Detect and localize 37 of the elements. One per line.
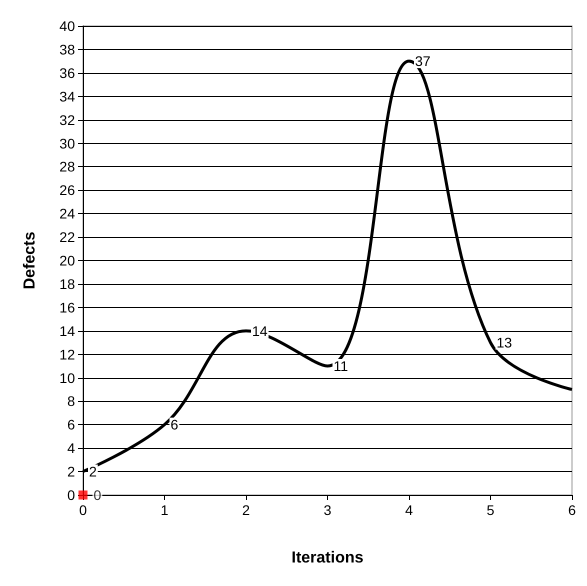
x-tick-label: 2 xyxy=(242,502,250,518)
data-label: 14 xyxy=(252,322,268,339)
data-label: 6 xyxy=(170,416,178,433)
y-tick-label: 10 xyxy=(59,370,76,386)
y-tick-label: 8 xyxy=(67,393,76,410)
data-label: 2 xyxy=(89,464,97,480)
y-axis-title: Defects xyxy=(22,232,38,290)
y-tick-label: 22 xyxy=(59,229,76,246)
x-tick-label: 0 xyxy=(79,502,88,518)
x-tick-label: 4 xyxy=(405,502,414,518)
x-axis-title: Iterations xyxy=(291,550,364,566)
y-tick-label: 14 xyxy=(59,322,76,339)
y-tick-label: 4 xyxy=(67,440,76,456)
x-tick-label: 5 xyxy=(486,502,495,518)
x-tick-label: 1 xyxy=(160,502,169,518)
data-label: 37 xyxy=(415,53,431,70)
y-tick-label: 12 xyxy=(59,346,76,362)
y-tick-label: 32 xyxy=(59,112,76,128)
y-tick-label: 28 xyxy=(59,158,76,175)
y-tick-label: 36 xyxy=(59,64,76,81)
y-tick-label: 2 xyxy=(67,464,76,480)
y-tick-label: 16 xyxy=(59,299,76,316)
y-tick-label: 34 xyxy=(59,88,76,104)
y-tick-label: 40 xyxy=(59,18,76,34)
y-tick-label: 18 xyxy=(59,276,76,292)
data-label: 0 xyxy=(94,487,102,503)
y-tick-label: 26 xyxy=(59,182,76,198)
data-label: 13 xyxy=(496,334,512,351)
y-tick-label: 20 xyxy=(59,252,76,268)
y-tick-label: 30 xyxy=(59,135,76,152)
y-tick-label: 38 xyxy=(59,41,76,58)
x-tick-label: 3 xyxy=(324,502,332,518)
y-tick-label: 6 xyxy=(67,416,76,433)
data-label: 11 xyxy=(334,358,348,374)
y-tick-label: 24 xyxy=(59,206,76,222)
x-tick-label: 6 xyxy=(568,502,576,518)
y-tick-label: 0 xyxy=(67,487,76,503)
